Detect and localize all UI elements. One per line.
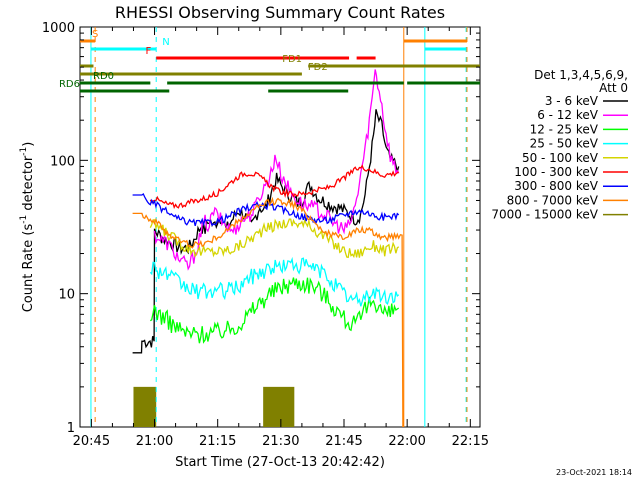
y-axis-label-main: Count Rate (s	[21, 224, 36, 313]
legend-label-800-7000-kev: 800 - 7000 keV	[507, 193, 599, 207]
series-line-6-12-kev	[153, 69, 400, 271]
series-line-25-50-kev	[149, 256, 400, 307]
flag-label-fd1: FD1	[282, 54, 302, 65]
flag-label-rd6: RD6	[59, 79, 80, 90]
y-axis-label-sup1: -1	[19, 215, 29, 224]
x-tick-label-22-15: 22:15	[452, 434, 489, 449]
y-axis-label-end: )	[21, 142, 36, 147]
legend-label-25-50-kev: 25 - 50 keV	[530, 137, 599, 151]
series-line-100-300-kev	[149, 164, 400, 210]
x-tick-label-21-15: 21:15	[199, 434, 236, 449]
legend-label-3-6-kev: 3 - 6 keV	[545, 94, 599, 108]
series-line-50-100-kev	[149, 218, 400, 259]
y-axis-label-mid: detector	[21, 155, 36, 215]
x-tick-label-21-30: 21:30	[262, 434, 299, 449]
plot-frame	[79, 26, 481, 428]
flag-label-rd0: RD0	[93, 71, 114, 82]
legend-label-6-12-kev: 6 - 12 keV	[537, 108, 599, 122]
x-tick-label-22-00: 22:00	[388, 434, 425, 449]
x-axis-label: Start Time (27-Oct-13 20:42:42)	[175, 455, 385, 470]
legend-header-attenuator: Att 0	[599, 81, 628, 95]
flag-bar-layer: S NF FD1 FD2 RD0 RD6	[59, 29, 480, 93]
series-line-300-800-kev	[132, 193, 400, 227]
legend-label-7000-15000-kev: 7000 - 15000 keV	[491, 208, 598, 222]
x-tick-label-21-45: 21:45	[325, 434, 362, 449]
olive-bar-layer	[133, 386, 295, 427]
x-tick-label-21-00: 21:00	[136, 434, 173, 449]
olive-band-bar-2	[263, 386, 295, 427]
y-axis-label: Count Rate (s-1 detector-1)	[19, 142, 36, 313]
y-tick-label-1: 1	[67, 421, 75, 436]
vertical-line-layer	[90, 27, 468, 427]
legend-label-50-100-kev: 50 - 100 keV	[522, 151, 599, 165]
olive-band-bar-1	[133, 386, 157, 427]
y-axis-label-sup2: -1	[19, 147, 29, 156]
legend-header-detectors: Det 1,3,4,5,6,9,	[534, 68, 628, 82]
chart-title: RHESSI Observing Summary Count Rates	[115, 3, 445, 22]
flag-label-n: N	[162, 37, 169, 48]
series-layer	[132, 69, 404, 428]
legend-label-300-800-kev: 300 - 800 keV	[514, 179, 598, 193]
series-line-800-7000-kev	[132, 196, 404, 428]
flag-label-s: S	[92, 29, 98, 40]
plot-area: S NF FD1 FD2 RD0 RD6 20:45 21:00 21:15 21:30 21:4…	[42, 21, 489, 449]
tick-layer: 20:45 21:00 21:15 21:30 21:45 22:00 22:15 1 10 10…	[42, 21, 489, 449]
x-tick-label-20-45: 20:45	[73, 434, 110, 449]
legend-label-12-25-kev: 12 - 25 keV	[530, 122, 599, 136]
y-tick-label-10: 10	[58, 288, 75, 303]
flag-label-fd2: FD2	[308, 62, 328, 73]
y-tick-label-100: 100	[50, 154, 75, 169]
legend-label-100-300-kev: 100 - 300 keV	[514, 165, 598, 179]
y-tick-label-1000: 1000	[42, 21, 75, 36]
generation-timestamp: 23-Oct-2021 18:14	[556, 468, 632, 477]
series-line-12-25-kev	[149, 277, 400, 344]
flag-label-f: F	[145, 46, 151, 57]
